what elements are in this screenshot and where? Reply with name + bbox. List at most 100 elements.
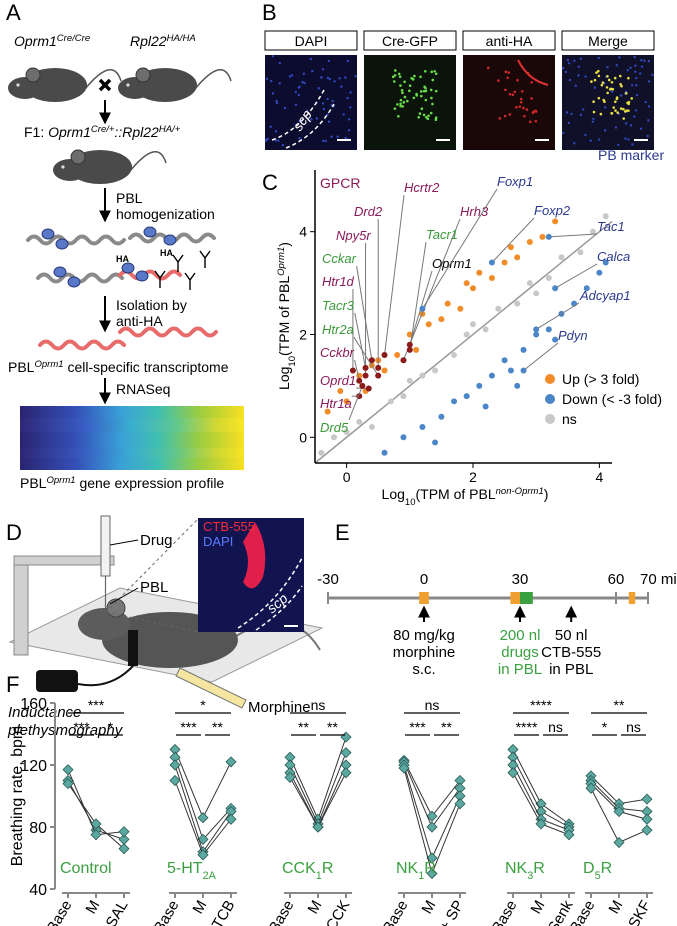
x-tick-label: Base bbox=[266, 898, 298, 926]
gene-leader bbox=[354, 359, 360, 381]
cell bbox=[593, 78, 597, 82]
gene-label: Drd5 bbox=[320, 420, 349, 435]
cell bbox=[423, 70, 427, 73]
subject-marker bbox=[197, 833, 209, 845]
cell bbox=[614, 126, 618, 129]
cell bbox=[573, 142, 576, 145]
y-axis-label: Log10(TPM of PBLOprm1) bbox=[276, 242, 298, 390]
subject-marker bbox=[398, 762, 410, 774]
subject-marker bbox=[641, 793, 653, 805]
f1-label-part: Rpl22 bbox=[122, 124, 159, 140]
x-tick-label: M bbox=[82, 898, 103, 917]
point bbox=[602, 259, 609, 266]
cell bbox=[333, 80, 336, 83]
cell bbox=[561, 131, 565, 135]
panel-letter: F bbox=[6, 672, 19, 697]
cell bbox=[596, 69, 600, 73]
cell bbox=[486, 66, 490, 70]
subject-marker bbox=[340, 731, 352, 743]
mouse-ear bbox=[25, 67, 41, 83]
gene-leader bbox=[548, 233, 598, 238]
point bbox=[419, 372, 426, 379]
gene-label: Pdyn bbox=[558, 328, 588, 343]
cell bbox=[508, 113, 512, 116]
cell bbox=[429, 88, 433, 92]
point bbox=[577, 249, 584, 256]
group-title: PB marker bbox=[598, 147, 664, 163]
cell bbox=[522, 106, 525, 110]
profile-label-part: gene expression profile bbox=[76, 475, 225, 491]
cell bbox=[396, 103, 399, 106]
gene-point bbox=[356, 377, 363, 384]
cell bbox=[426, 117, 430, 121]
cell bbox=[634, 76, 638, 80]
mouse-tail bbox=[194, 69, 232, 90]
micrograph bbox=[265, 55, 357, 150]
f1-label-part: :: bbox=[114, 124, 122, 140]
cell bbox=[508, 92, 512, 96]
cell bbox=[592, 117, 595, 121]
antibody bbox=[199, 250, 211, 268]
f1-label-part: Cre/+ bbox=[91, 124, 115, 135]
time-tick-label: 0 bbox=[420, 571, 428, 588]
cell bbox=[399, 102, 402, 106]
cell bbox=[420, 94, 423, 98]
cell bbox=[431, 78, 435, 82]
rna-strand-tagged bbox=[38, 339, 126, 351]
heatmap-band bbox=[20, 448, 244, 458]
cell bbox=[618, 74, 622, 78]
time-tick-label: 30 bbox=[512, 571, 529, 588]
point bbox=[482, 326, 489, 333]
cell bbox=[278, 61, 282, 65]
gene-label: Hrh3 bbox=[460, 204, 489, 219]
ribosome bbox=[53, 266, 67, 278]
group-label-part: R bbox=[322, 860, 334, 877]
event-label: in PBL bbox=[549, 661, 593, 678]
subject-marker bbox=[641, 824, 653, 836]
cell bbox=[647, 105, 651, 108]
gene-point bbox=[368, 357, 375, 364]
significance-label: *** bbox=[73, 719, 90, 735]
subject-line bbox=[289, 736, 347, 821]
panel-letter: A bbox=[6, 0, 21, 25]
gene-label: Calca bbox=[597, 249, 630, 264]
stand-pole bbox=[13, 559, 29, 656]
group-label-part: R bbox=[533, 860, 545, 877]
group-label: 5-HT2A bbox=[167, 860, 217, 882]
x-tick-label: Base bbox=[151, 898, 183, 926]
cell bbox=[566, 58, 570, 62]
cell bbox=[344, 76, 347, 79]
cell bbox=[297, 93, 301, 97]
x-tick-label: M bbox=[527, 898, 548, 917]
cell bbox=[408, 89, 411, 93]
cell bbox=[646, 134, 649, 138]
drug-label: Drug bbox=[140, 532, 173, 549]
cell bbox=[422, 89, 426, 93]
gene-point bbox=[533, 326, 540, 333]
point bbox=[343, 429, 350, 436]
cell bbox=[400, 88, 404, 92]
point bbox=[451, 398, 458, 405]
point bbox=[514, 254, 521, 261]
cell bbox=[523, 114, 526, 118]
cell bbox=[606, 91, 609, 95]
point bbox=[583, 285, 590, 292]
transcriptome-label: PBLOprm1 cell-specific transcriptome bbox=[8, 359, 229, 376]
cell bbox=[640, 65, 644, 68]
point bbox=[413, 346, 420, 353]
cell bbox=[618, 56, 621, 59]
mouse-head bbox=[118, 77, 152, 99]
significance-label: ** bbox=[327, 719, 338, 735]
ribosome bbox=[135, 270, 149, 282]
x-axis-label-part: 10 bbox=[405, 497, 416, 508]
point bbox=[469, 321, 476, 328]
point bbox=[324, 408, 331, 415]
cell bbox=[567, 121, 571, 125]
gene-label: Cckbr bbox=[320, 345, 355, 360]
cell bbox=[410, 77, 413, 80]
cell bbox=[627, 100, 631, 104]
x-tick-label: M bbox=[189, 898, 210, 917]
cell bbox=[597, 56, 600, 60]
gene-label: Tacr3 bbox=[322, 298, 355, 313]
cell bbox=[613, 76, 617, 80]
